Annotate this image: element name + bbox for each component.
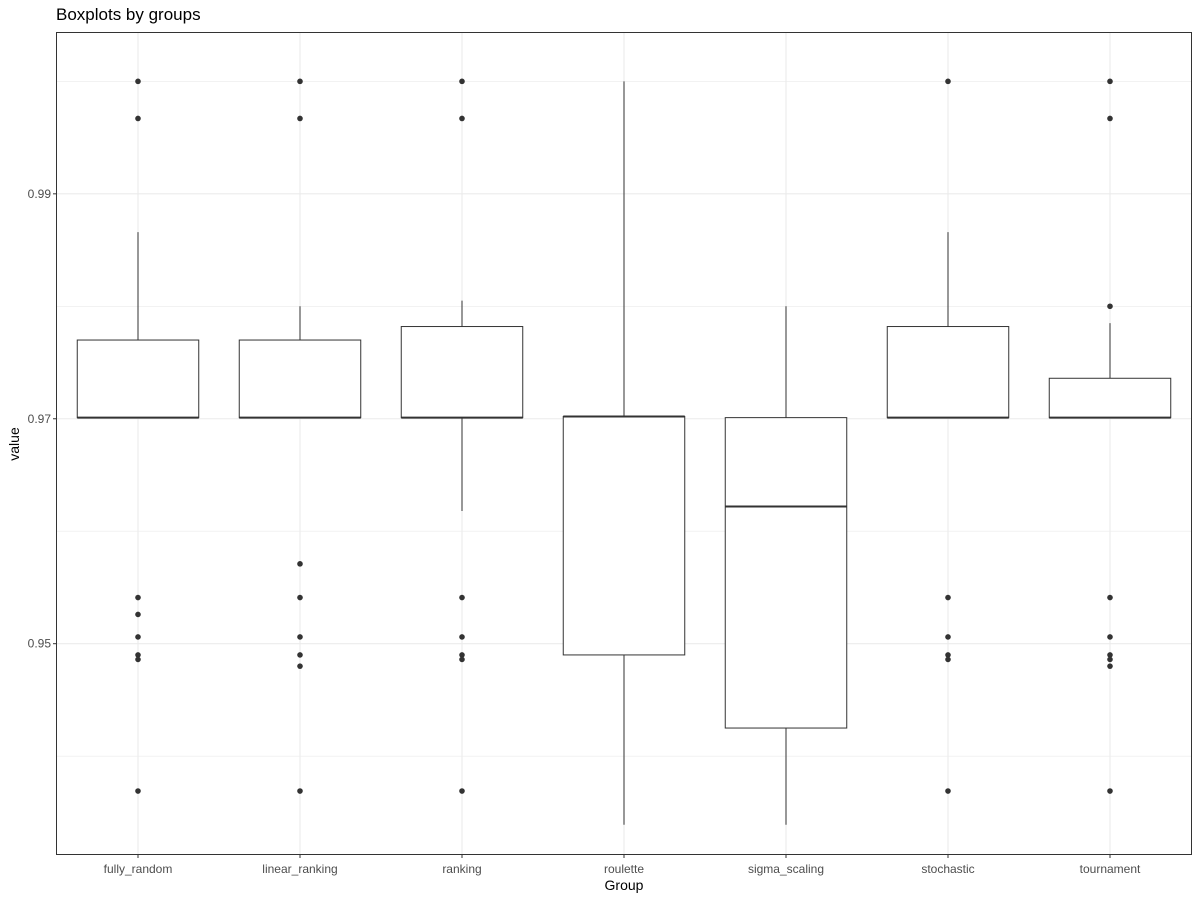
outlier-point <box>135 788 141 794</box>
outlier-point <box>1107 78 1113 85</box>
outlier-point <box>135 78 141 85</box>
box-body <box>562 416 686 656</box>
outlier-point <box>1107 115 1113 122</box>
outlier-point <box>135 652 141 658</box>
box-body <box>886 326 1010 419</box>
box-group <box>400 78 524 794</box>
box-group <box>238 78 362 794</box>
outlier-point <box>297 663 303 669</box>
y-tick-label: 0.99 <box>28 187 52 201</box>
outlier-point <box>1107 788 1113 794</box>
outlier-point <box>459 115 465 122</box>
box-body <box>76 339 200 419</box>
outlier-point <box>297 561 303 567</box>
box-group <box>886 78 1010 794</box>
x-tick-label: roulette <box>604 862 644 876</box>
outlier-point <box>135 115 141 122</box>
x-axis-ticks: fully_random linear_ranking ranking roulett… <box>104 854 1141 876</box>
outlier-point <box>297 634 303 640</box>
box-group <box>724 306 848 825</box>
outlier-point <box>945 634 951 640</box>
x-axis-title: Group <box>605 877 644 893</box>
box-group <box>1048 78 1172 794</box>
outlier-point <box>459 656 465 663</box>
outlier-point <box>135 634 141 640</box>
outlier-point <box>135 611 141 618</box>
outlier-point <box>135 594 141 601</box>
box-body <box>238 339 362 419</box>
x-tick-label: tournament <box>1080 862 1141 876</box>
outlier-point <box>459 634 465 640</box>
x-tick-label: ranking <box>442 862 481 876</box>
outlier-point <box>945 78 951 85</box>
outlier-point <box>1107 652 1113 658</box>
outlier-point <box>945 652 951 658</box>
outlier-point <box>297 78 303 85</box>
outlier-point <box>459 788 465 794</box>
outlier-point <box>945 656 951 663</box>
outlier-point <box>459 594 465 601</box>
outlier-point <box>1107 634 1113 640</box>
outlier-point <box>1107 303 1113 310</box>
outlier-point <box>1107 656 1113 663</box>
boxes-layer <box>76 78 1172 825</box>
x-tick-label: sigma_scaling <box>748 862 824 876</box>
outlier-point <box>297 788 303 794</box>
box-body <box>400 326 524 419</box>
box-group <box>562 81 686 825</box>
chart-title: Boxplots by groups <box>56 5 201 24</box>
outlier-point <box>459 652 465 658</box>
outlier-point <box>297 115 303 122</box>
y-tick-label: 0.95 <box>28 637 52 651</box>
outlier-point <box>945 594 951 601</box>
box-body <box>724 417 848 729</box>
x-tick-label: linear_ranking <box>262 862 337 876</box>
outlier-point <box>297 652 303 658</box>
outlier-point <box>1107 663 1113 669</box>
y-tick-label: 0.97 <box>28 412 52 426</box>
y-axis-title: value <box>6 427 22 461</box>
outlier-point <box>297 594 303 601</box>
outlier-point <box>135 656 141 663</box>
outlier-point <box>1107 594 1113 601</box>
box-group <box>76 78 200 794</box>
outlier-point <box>945 788 951 794</box>
outlier-point <box>459 78 465 85</box>
x-tick-label: stochastic <box>921 862 974 876</box>
box-body <box>1048 377 1172 419</box>
x-tick-label: fully_random <box>104 862 173 876</box>
y-axis-ticks: 0.95 0.97 0.99 <box>28 187 57 651</box>
